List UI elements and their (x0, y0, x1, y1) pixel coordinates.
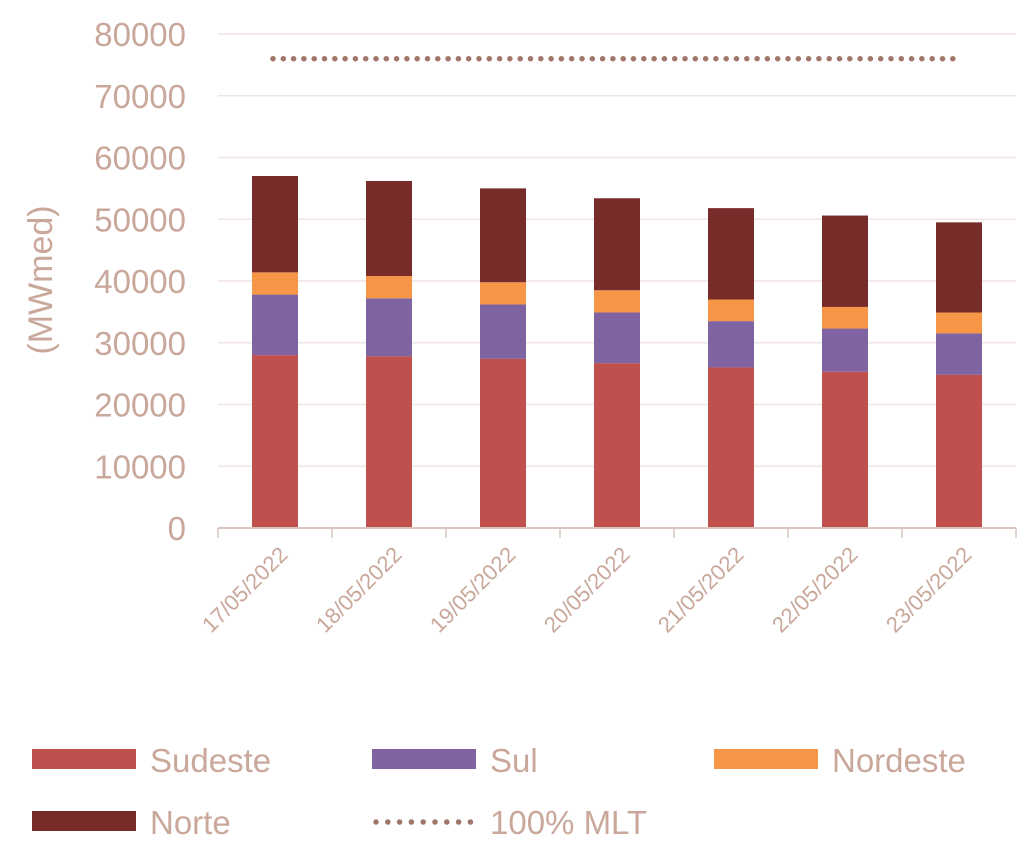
bar-segment-norte (480, 188, 526, 283)
y-tick-label: 30000 (94, 325, 186, 362)
legend-item-sudeste: Sudeste (32, 742, 271, 779)
bar-segment-sudeste (708, 367, 754, 528)
legend-swatch (372, 749, 476, 769)
bar-segment-sudeste (936, 374, 982, 528)
bar-segment-sul (708, 321, 754, 368)
bar-segment-sul (822, 328, 868, 372)
x-tick-label: 20/05/2022 (539, 542, 635, 638)
bar-segment-nordeste (480, 282, 526, 305)
legend-item-sul: Sul (372, 742, 538, 779)
x-tick-label: 22/05/2022 (767, 542, 863, 638)
bar-segment-norte (936, 222, 982, 313)
legend-item-nordeste: Nordeste (714, 742, 966, 779)
bar-segment-sul (366, 298, 412, 357)
bar-segment-norte (252, 176, 298, 273)
y-tick-label: 10000 (94, 448, 186, 485)
bar-segment-nordeste (252, 272, 298, 295)
bar-segment-nordeste (708, 299, 754, 322)
bar-segment-nordeste (366, 276, 412, 299)
x-tick-label: 19/05/2022 (425, 542, 521, 638)
y-tick-label: 0 (168, 510, 186, 547)
y-tick-label: 50000 (94, 201, 186, 238)
bar-segment-sudeste (822, 371, 868, 528)
bar-segment-sul (480, 304, 526, 359)
bar-segment-sul (252, 294, 298, 356)
y-tick-label: 70000 (94, 78, 186, 115)
legend-label: Norte (150, 804, 231, 841)
bar-segment-sudeste (480, 358, 526, 528)
bar-segment-norte (594, 198, 640, 291)
legend-item-norte: Norte (32, 804, 231, 841)
bar-segment-sudeste (252, 355, 298, 528)
x-tick-label: 23/05/2022 (881, 542, 977, 638)
y-tick-label: 20000 (94, 387, 186, 424)
x-tick-label: 17/05/2022 (197, 542, 293, 638)
bar-segment-nordeste (822, 306, 868, 329)
x-tick-label: 18/05/2022 (311, 542, 407, 638)
legend-swatch (714, 749, 818, 769)
legend: Sudeste Sul Nordeste Norte 100% MLT (32, 742, 966, 841)
bar-segment-norte (708, 208, 754, 300)
bar-segment-norte (822, 215, 868, 307)
legend-item-100-mlt: 100% MLT (373, 804, 647, 841)
bar-segment-sul (936, 333, 982, 375)
bar-segment-sudeste (594, 363, 640, 528)
bars (252, 176, 982, 528)
legend-swatch (32, 811, 136, 831)
bar-segment-norte (366, 180, 412, 277)
legend-label: 100% MLT (490, 804, 647, 841)
y-tick-label: 80000 (94, 16, 186, 53)
x-tick-label: 21/05/2022 (653, 542, 749, 638)
bar-segment-nordeste (594, 290, 640, 313)
bar-segment-sudeste (366, 356, 412, 528)
bar-segment-nordeste (936, 312, 982, 334)
bar-segment-sul (594, 312, 640, 364)
y-tick-label: 60000 (94, 140, 186, 177)
legend-label: Nordeste (832, 742, 966, 779)
axes: (MWmed) 0 10000 20000 30000 40000 50000 60000 7… (22, 16, 1017, 638)
y-tick-label: 40000 (94, 263, 186, 300)
legend-label: Sudeste (150, 742, 271, 779)
legend-label: Sul (490, 742, 538, 779)
legend-swatch (32, 749, 136, 769)
y-axis-label: (MWmed) (22, 205, 60, 354)
